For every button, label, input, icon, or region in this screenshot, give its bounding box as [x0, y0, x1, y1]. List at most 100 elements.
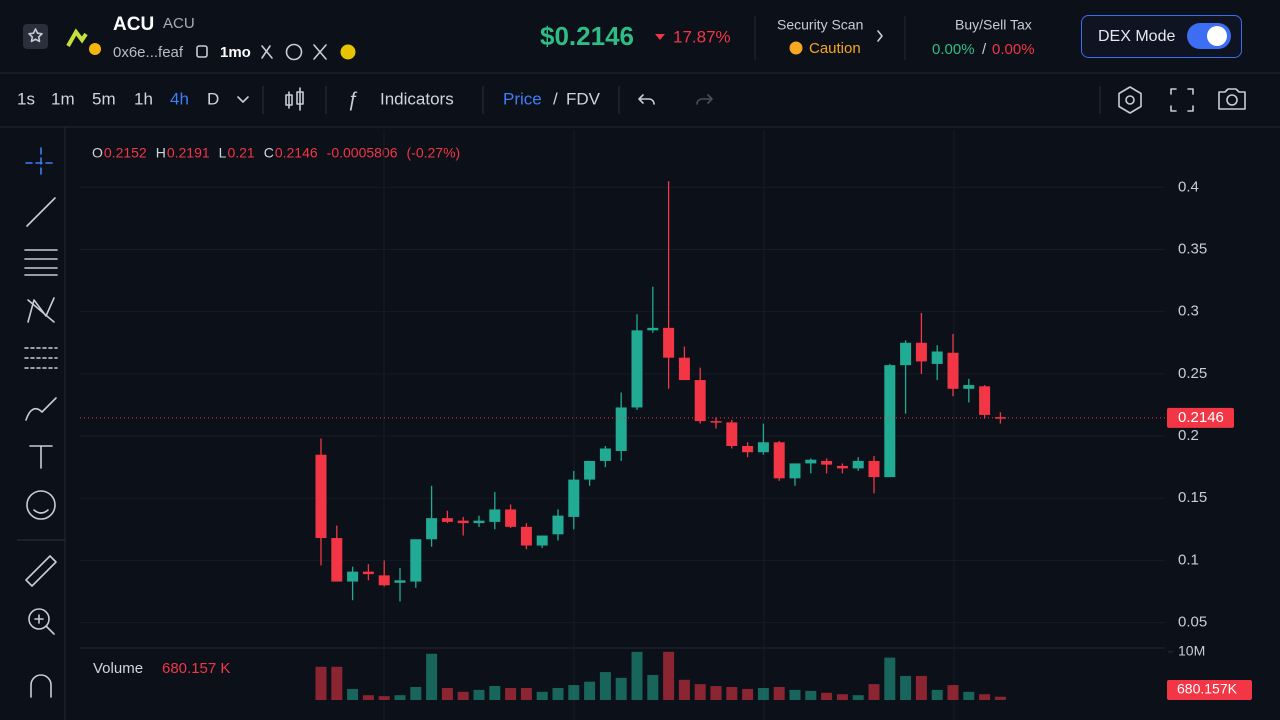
volume-bar	[568, 685, 580, 700]
caution-icon	[789, 41, 803, 55]
emoji-tool[interactable]	[26, 490, 56, 520]
fullscreen[interactable]	[1170, 88, 1194, 112]
volume-bar	[710, 686, 722, 700]
candle-body	[836, 465, 848, 469]
indicators[interactable]: Indicators	[380, 89, 454, 108]
fib-tool[interactable]	[24, 249, 58, 276]
candle-body	[457, 520, 469, 524]
volume-bar	[394, 695, 406, 700]
line-tool[interactable]	[26, 197, 56, 227]
candle-body	[821, 460, 833, 465]
undo[interactable]	[638, 94, 655, 105]
y-tick-label: 0.35	[1178, 240, 1207, 257]
telegram-icon[interactable]	[340, 44, 356, 60]
down-arrow	[655, 34, 665, 40]
candle-body	[647, 327, 659, 331]
volume-bar	[947, 685, 959, 700]
legend-item: 0.21	[227, 145, 254, 161]
pattern-tool[interactable]	[27, 297, 55, 323]
candle-body	[678, 357, 690, 381]
interval[interactable]: 5m	[92, 89, 116, 108]
legend-item: C	[264, 145, 274, 161]
screenshot[interactable]	[1218, 88, 1246, 110]
interval-dropdown[interactable]	[237, 96, 249, 103]
volume-bar	[489, 686, 501, 700]
magnet-tool[interactable]	[30, 674, 52, 698]
interval[interactable]: 1m	[51, 89, 75, 108]
volume-bar	[599, 672, 611, 700]
volume-tick-label: 10M	[1178, 643, 1205, 659]
y-tick-label: 0.15	[1178, 489, 1207, 506]
candle-body	[536, 535, 548, 546]
price-toggle[interactable]: Price	[503, 89, 542, 108]
candle-body	[726, 422, 738, 447]
redo[interactable]	[696, 94, 713, 105]
volume-bar	[331, 666, 343, 700]
candle-body	[631, 330, 643, 408]
volume-bar	[315, 666, 327, 700]
tax-label: Buy/Sell Tax	[955, 17, 1032, 33]
star-icon	[28, 28, 43, 43]
volume-bar	[520, 687, 532, 700]
ruler-tool[interactable]	[25, 555, 57, 587]
volume-bar	[584, 681, 596, 700]
candle-body	[315, 454, 327, 539]
copy-icon[interactable]	[196, 45, 208, 58]
text-tool[interactable]	[29, 445, 53, 469]
candle-body	[900, 342, 912, 366]
candle-body	[947, 352, 959, 389]
security-label[interactable]: Security Scan	[777, 17, 863, 33]
volume-bar	[536, 691, 548, 700]
token-name: ACU	[163, 15, 195, 32]
website-icon[interactable]	[285, 43, 303, 61]
interval[interactable]: 4h	[170, 89, 189, 108]
chart-type-icon[interactable]	[285, 87, 304, 111]
candle-body	[505, 509, 517, 527]
interval[interactable]: 1s	[17, 89, 35, 108]
y-tick-label: 0.1	[1178, 551, 1199, 568]
settings[interactable]	[1118, 86, 1142, 114]
candle-body	[362, 571, 374, 575]
crosshair-tool[interactable]	[25, 147, 57, 179]
chevron	[877, 30, 883, 42]
volume-bar	[821, 692, 833, 700]
projection-tool[interactable]	[24, 347, 58, 369]
candle-body	[568, 479, 580, 517]
candle-body	[599, 448, 611, 461]
volume-bar	[647, 674, 659, 700]
ohlc-legend: O 0.2152 H 0.2191 L 0.21 C 0.2146 -0.0005806 (-0.…	[92, 145, 460, 161]
candle-body	[710, 421, 722, 423]
price-change: 17.87%	[673, 27, 731, 46]
candle-body	[805, 459, 817, 464]
volume-bar	[441, 687, 453, 700]
tool-icon[interactable]	[261, 45, 273, 59]
zoom-tool[interactable]	[28, 608, 50, 630]
legend-item: (-0.27%)	[407, 145, 461, 161]
security-status[interactable]: Caution	[809, 40, 861, 57]
sell-tax: 0.00%	[992, 41, 1035, 58]
favorite-button[interactable]	[23, 24, 48, 49]
zoom-glyph	[34, 614, 55, 635]
brush-tool[interactable]	[25, 397, 57, 421]
legend-item: H	[156, 145, 166, 161]
volume-bar	[900, 675, 912, 700]
legend-item: 0.2146	[275, 145, 318, 161]
legend-item: 0.2191	[167, 145, 210, 161]
price-badge	[1167, 407, 1234, 428]
volume-bar	[694, 684, 706, 700]
interval[interactable]: 1h	[134, 89, 153, 108]
candle-body	[331, 538, 343, 582]
smile	[33, 509, 49, 514]
fdv-toggle[interactable]: FDV	[566, 89, 601, 108]
y-tick-label: 0.2	[1178, 427, 1199, 444]
candle-body	[663, 327, 675, 358]
candle-body	[742, 446, 754, 453]
interval[interactable]: D	[207, 89, 219, 108]
legend-item: O	[92, 145, 103, 161]
toggle-knob	[1207, 26, 1227, 46]
candle-body	[852, 460, 864, 469]
volume-bar	[663, 651, 675, 700]
symbol: ACU	[113, 14, 154, 35]
candle-body	[441, 518, 453, 522]
x-icon[interactable]	[313, 44, 327, 60]
